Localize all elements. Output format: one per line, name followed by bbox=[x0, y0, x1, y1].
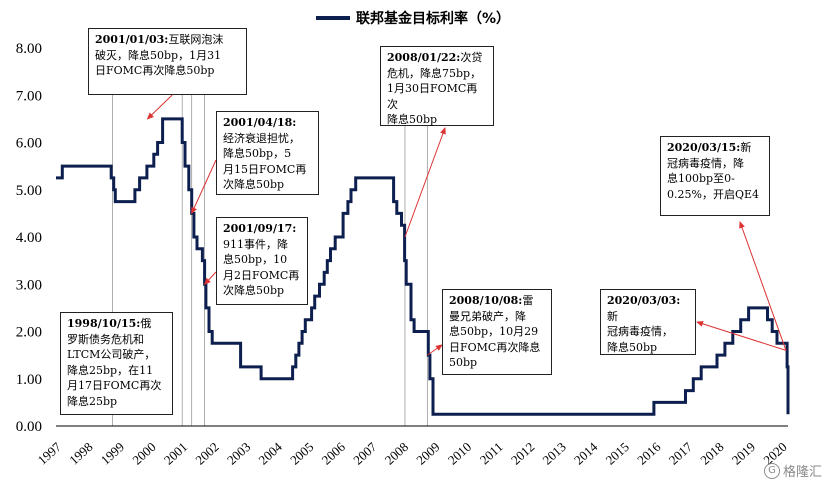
annotation-text: 新 冠病毒疫情，降 息100bp至0- 0.25%，开启QE4 bbox=[667, 141, 759, 201]
y-tick-label: 5.00 bbox=[16, 183, 42, 199]
annotation-2008-subprime: 2008/01/22:次贷 危机，降息75bp， 1月30日FOMC再次 降息5… bbox=[380, 46, 494, 126]
y-tick-label: 0.00 bbox=[16, 419, 42, 435]
y-tick-label: 7.00 bbox=[16, 88, 42, 104]
annotation-2020-covid-2: 2020/03/15:新 冠病毒疫情，降 息100bp至0- 0.25%，开启Q… bbox=[660, 136, 770, 216]
annotation-date: 2008/10/08: bbox=[449, 294, 523, 307]
annotation-text: 雷 曼兄弟破产，降 息50bp，10月29 日FOMC再次降息 50bp bbox=[449, 294, 541, 369]
x-tick-label: 2010 bbox=[445, 439, 474, 468]
y-tick-label: 1.00 bbox=[16, 372, 42, 388]
x-tick-label: 1997 bbox=[35, 439, 65, 468]
annotation-text: 911事件，降 息50bp，10 月2日FOMC再 次降息50bp bbox=[223, 237, 300, 297]
y-tick-label: 3.00 bbox=[16, 277, 42, 293]
watermark: G 格隆汇 bbox=[763, 461, 822, 480]
annotation-text: 互联网泡沫 破灭，降息50bp，1月31 日FOMC再次降息50bp bbox=[95, 33, 224, 77]
annotation-date: 2020/03/03: bbox=[607, 294, 681, 307]
x-axis-tick-labels: 1997 1998 1999 2000 2001 2002 2003 2004 2005 2006… bbox=[35, 439, 790, 468]
x-tick-label: 2019 bbox=[729, 439, 758, 468]
x-tick-label: 2000 bbox=[129, 439, 158, 468]
annotation-date: 2008/01/22: bbox=[387, 51, 461, 64]
x-tick-label: 2018 bbox=[697, 439, 726, 468]
annotation-1998-ltcm: 1998/10/15:俄 罗斯债务危机和 LTCM公司破产， 降息25bp，在1… bbox=[60, 312, 173, 415]
annotation-arrow bbox=[427, 344, 443, 356]
annotation-arrow bbox=[696, 320, 787, 351]
annotation-date: 2001/01/03: bbox=[95, 33, 169, 46]
legend-swatch bbox=[316, 16, 350, 20]
x-tick-label: 2014 bbox=[571, 439, 601, 468]
x-tick-label: 2006 bbox=[319, 439, 349, 468]
x-tick-label: 2015 bbox=[603, 439, 632, 468]
annotation-text: 新 冠病毒疫情， 降息50bp bbox=[607, 309, 673, 354]
x-tick-label: 2012 bbox=[508, 439, 537, 468]
x-tick-label: 2001 bbox=[161, 439, 190, 468]
y-axis-tick-labels: 0.00 1.00 2.00 3.00 4.00 5.00 6.00 7.00 8.00 bbox=[16, 41, 42, 435]
x-tick-label: 2003 bbox=[224, 439, 253, 468]
x-tick-label: 2013 bbox=[539, 439, 568, 468]
annotation-arrows bbox=[146, 94, 787, 356]
x-tick-label: 2005 bbox=[287, 439, 316, 468]
annotation-arrow bbox=[191, 159, 217, 215]
watermark-text: 格隆汇 bbox=[782, 465, 822, 480]
legend-label: 联邦基金目标利率（%） bbox=[356, 11, 511, 27]
annotation-date: 2001/04/18: bbox=[223, 116, 297, 129]
annotation-2001-911: 2001/09/17: 911事件，降 息50bp，10 月2日FOMC再 次降… bbox=[216, 217, 308, 305]
y-tick-label: 4.00 bbox=[16, 230, 42, 246]
x-tick-label: 2002 bbox=[192, 439, 221, 468]
watermark-logo-icon: G bbox=[763, 462, 780, 479]
annotation-date: 1998/10/15: bbox=[67, 317, 141, 330]
fed-funds-rate-line bbox=[56, 117, 790, 416]
annotation-2020-covid-1: 2020/03/03: 新 冠病毒疫情， 降息50bp bbox=[600, 289, 696, 355]
annotation-date: 2001/09/17: bbox=[223, 222, 297, 235]
x-tick-label: 2008 bbox=[382, 439, 411, 468]
x-tick-label: 2009 bbox=[413, 439, 442, 468]
x-tick-label: 2016 bbox=[634, 439, 664, 468]
legend: 联邦基金目标利率（%） bbox=[316, 8, 510, 28]
annotation-text: 次贷 危机，降息75bp， 1月30日FOMC再次 降息50bp bbox=[387, 51, 483, 126]
annotation-arrow bbox=[404, 127, 446, 238]
annotation-text: 经济衰退担忧， 降息50bp，5 月15日FOMC再 次降息50bp bbox=[223, 131, 307, 191]
x-tick-label: 2004 bbox=[256, 439, 286, 468]
annotation-arrow bbox=[146, 94, 173, 120]
x-tick-label: 2011 bbox=[477, 439, 506, 467]
annotation-text: 俄 罗斯债务危机和 LTCM公司破产， 降息25bp，在11 月17日FOMC再… bbox=[67, 317, 162, 408]
y-tick-label: 8.00 bbox=[16, 41, 42, 57]
annotation-arrow bbox=[203, 271, 217, 285]
annotation-date: 2020/03/15: bbox=[667, 141, 741, 154]
x-tick-label: 1998 bbox=[66, 439, 95, 468]
annotation-arrow bbox=[739, 221, 787, 351]
y-tick-label: 2.00 bbox=[16, 325, 42, 341]
x-tick-label: 2007 bbox=[350, 439, 380, 468]
annotation-2001-dotcom: 2001/01/03:互联网泡沫 破灭，降息50bp，1月31 日FOMC再次降… bbox=[88, 28, 247, 95]
x-tick-label: 1999 bbox=[98, 439, 127, 468]
y-tick-label: 6.00 bbox=[16, 136, 42, 152]
annotation-2008-lehman: 2008/10/08:雷 曼兄弟破产，降 息50bp，10月29 日FOMC再次… bbox=[442, 289, 552, 375]
x-tick-label: 2017 bbox=[666, 439, 696, 468]
annotation-2001-recession: 2001/04/18: 经济衰退担忧， 降息50bp，5 月15日FOMC再 次… bbox=[216, 111, 319, 195]
